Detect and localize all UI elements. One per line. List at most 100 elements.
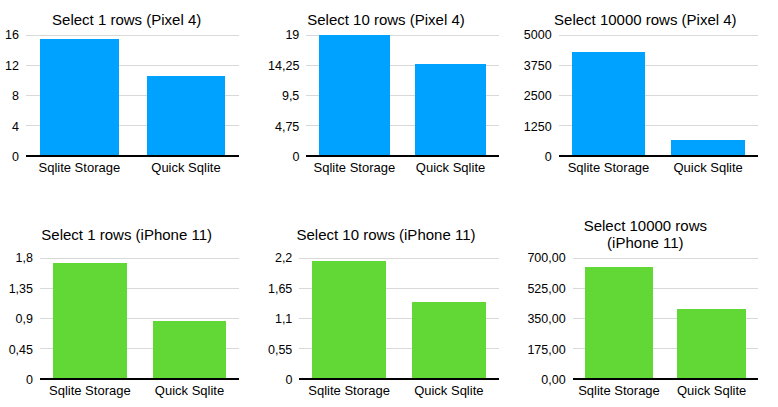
category-label: Quick Sqlite (138, 160, 234, 175)
y-tick-label: 350,00 (527, 312, 565, 326)
plot-wrap: Sqlite Storage Quick Sqlite (559, 35, 758, 175)
category-label: Quick Sqlite (145, 383, 235, 398)
plot-wrap: Sqlite Storage Quick Sqlite (26, 35, 239, 175)
y-tick-label: 9,5 (282, 89, 299, 103)
chart-body: 700,00525,00350,00175,000,00 Sqlite Stor… (519, 258, 772, 398)
x-axis: Sqlite Storage Quick Sqlite (559, 160, 758, 175)
category-label: Quick Sqlite (404, 383, 494, 398)
bar-sqlite-storage (319, 35, 390, 155)
y-tick-label: 4 (12, 120, 19, 134)
y-tick-label: 19 (285, 28, 299, 42)
category-label: Quick Sqlite (670, 383, 753, 398)
y-tick-label: 2500 (524, 89, 552, 103)
y-tick-label: 3750 (524, 59, 552, 73)
y-axis: 2,21,651,10,550 (259, 258, 299, 380)
plot-area (299, 258, 498, 380)
y-tick-label: 175,00 (527, 343, 565, 357)
plot-area (26, 35, 239, 157)
bar-sqlite-storage (40, 39, 119, 155)
y-tick-label: 1,35 (9, 282, 33, 296)
category-label: Quick Sqlite (407, 160, 494, 175)
y-tick-label: 1,8 (16, 251, 33, 265)
chart-title: Select 10 rows (iPhone 11) (259, 212, 512, 256)
bar-chart: Select 10 rows (iPhone 11) 2,2 1,65 1,1 0,5… (259, 200, 518, 407)
chart-title: Select 10000 rows (iPhone 11) (519, 212, 772, 256)
y-tick-label: 4,75 (275, 120, 299, 134)
y-tick-label: 1250 (524, 120, 552, 134)
y-axis: 1,81,350,90,450 (0, 258, 40, 380)
chart-title: Select 1 rows (iPhone 11) (0, 212, 253, 256)
charts-grid: Select 1 rows (Pixel 4) 16 12 8 4 0 Sqlite S… (0, 0, 778, 407)
y-tick-label: 0 (26, 373, 33, 387)
plot-area (306, 35, 498, 157)
bar-chart: Select 1 rows (iPhone 11) 1,8 1,35 0,9 0,45… (0, 200, 259, 407)
y-tick-label: 5000 (524, 28, 552, 42)
bar-quick-sqlite (677, 309, 746, 378)
bars-group (559, 35, 758, 155)
bars-group (40, 258, 239, 378)
bar-sqlite-storage (312, 261, 386, 378)
plot-area (40, 258, 239, 380)
chart-title: Select 1 rows (Pixel 4) (0, 6, 253, 32)
bar-quick-sqlite (153, 321, 227, 378)
chart-body: 1,81,350,90,450 Sqlite StorageQuick Sqli… (0, 258, 253, 398)
chart-body: 2,21,651,10,550 Sqlite StorageQuick Sqli… (259, 258, 512, 398)
y-axis: 1914,259,54,750 (259, 35, 306, 157)
plot-wrap: Sqlite Storage Quick Sqlite (40, 258, 239, 398)
category-label: Quick Sqlite (663, 160, 753, 175)
y-tick-label: 525,00 (527, 282, 565, 296)
chart-body: 1612840 Sqlite StorageQuick Sqlite (0, 35, 253, 175)
plot-area (559, 35, 758, 157)
plot-area (573, 258, 758, 380)
y-tick-label: 16 (5, 28, 19, 42)
y-tick-label: 0,00 (541, 373, 565, 387)
y-tick-label: 8 (12, 89, 19, 103)
y-tick-label: 1,1 (275, 312, 292, 326)
x-axis: Sqlite Storage Quick Sqlite (40, 383, 239, 398)
category-label: Sqlite Storage (577, 383, 660, 398)
x-axis: Sqlite Storage Quick Sqlite (26, 160, 239, 175)
category-label: Sqlite Storage (304, 383, 394, 398)
plot-wrap: Sqlite Storage Quick Sqlite (573, 258, 758, 398)
bar-chart: Select 10 rows (Pixel 4) 1914,259,54,750… (259, 0, 518, 200)
y-tick-label: 0 (285, 373, 292, 387)
bar-chart: Select 10000 rows (Pixel 4) 5000 3750 2500… (519, 0, 778, 200)
bar-quick-sqlite (412, 302, 486, 378)
x-axis: Sqlite Storage Quick Sqlite (306, 160, 498, 175)
y-tick-label: 0,55 (268, 343, 292, 357)
bar-quick-sqlite (671, 140, 745, 155)
y-tick-label: 1,65 (268, 282, 292, 296)
chart-body: 50003750250012500 Sqlite StorageQuick Sq… (519, 35, 772, 175)
y-tick-label: 0,45 (9, 343, 33, 357)
y-tick-label: 12 (5, 59, 19, 73)
plot-wrap: Sqlite Storage Quick Sqlite (306, 35, 498, 175)
bars-group (26, 35, 239, 155)
bar-sqlite-storage (53, 263, 127, 378)
category-label: Sqlite Storage (311, 160, 398, 175)
y-axis: 1612840 (0, 35, 26, 157)
x-axis: Sqlite Storage Quick Sqlite (573, 383, 758, 398)
y-tick-label: 0 (292, 150, 299, 164)
bars-group (573, 258, 758, 378)
bars-group (306, 35, 498, 155)
x-axis: Sqlite Storage Quick Sqlite (299, 383, 498, 398)
chart-title: Select 10000 rows (Pixel 4) (519, 6, 772, 32)
category-label: Sqlite Storage (564, 160, 654, 175)
y-tick-label: 0 (12, 150, 19, 164)
category-label: Sqlite Storage (31, 160, 127, 175)
bar-quick-sqlite (147, 76, 226, 155)
y-axis: 50003750250012500 (519, 35, 559, 157)
y-tick-label: 2,2 (275, 251, 292, 265)
bar-chart: Select 10000 rows (iPhone 11) 700,00 525,… (519, 200, 778, 407)
y-tick-label: 0,9 (16, 312, 33, 326)
y-tick-label: 700,00 (527, 251, 565, 265)
y-axis: 700,00525,00350,00175,000,00 (519, 258, 573, 380)
bar-chart: Select 1 rows (Pixel 4) 16 12 8 4 0 Sqlite S… (0, 0, 259, 200)
chart-body: 1914,259,54,750 Sqlite StorageQuick Sqli… (259, 35, 512, 175)
bar-sqlite-storage (572, 52, 646, 155)
plot-wrap: Sqlite Storage Quick Sqlite (299, 258, 498, 398)
bar-quick-sqlite (415, 64, 486, 155)
bars-group (299, 258, 498, 378)
category-label: Sqlite Storage (45, 383, 135, 398)
y-tick-label: 0 (545, 150, 552, 164)
